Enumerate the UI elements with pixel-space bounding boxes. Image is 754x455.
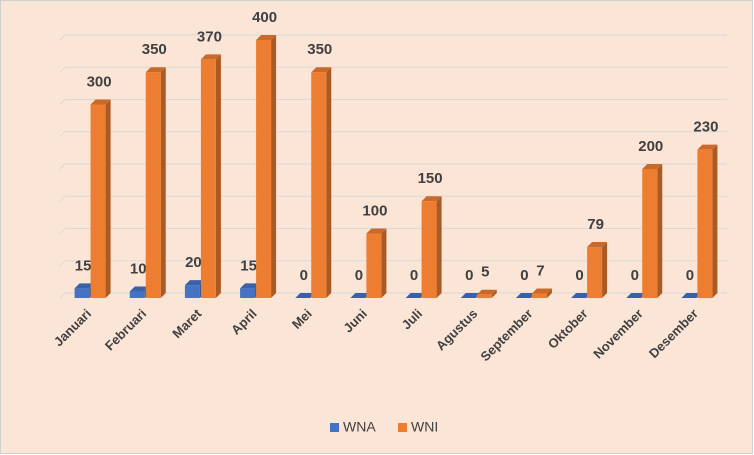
- data-label: 0: [686, 267, 694, 284]
- grid-depth: [59, 34, 66, 41]
- legend-label: WNI: [411, 419, 438, 435]
- grid-depth: [59, 292, 66, 299]
- bar-side: [657, 164, 663, 298]
- bar-top: [184, 280, 205, 286]
- bar-top: [311, 67, 332, 73]
- bar: [476, 294, 492, 298]
- bar-top: [405, 293, 426, 298]
- bar-top: [256, 35, 277, 40]
- bar-side: [712, 144, 718, 298]
- bar-side: [271, 35, 277, 298]
- bar-side: [436, 196, 442, 298]
- bar-top: [460, 293, 481, 298]
- grid-depth: [59, 228, 66, 234]
- bar-side: [105, 99, 111, 298]
- bar-top: [350, 293, 371, 298]
- bar: [642, 169, 658, 298]
- grid-depth: [59, 195, 66, 202]
- bar: [421, 201, 437, 298]
- bar-side: [491, 289, 497, 298]
- data-label: 300: [87, 73, 112, 90]
- grid-depth: [59, 99, 66, 105]
- bar: [240, 288, 256, 298]
- legend-label: WNA: [343, 419, 376, 435]
- bar: [129, 291, 145, 298]
- bar: [200, 59, 216, 298]
- data-label: 230: [693, 119, 718, 136]
- bar: [531, 293, 547, 298]
- bar: [90, 104, 106, 298]
- data-label: 0: [631, 267, 639, 284]
- bar-top: [421, 196, 442, 202]
- bar: [311, 72, 327, 298]
- bar-top: [295, 293, 316, 298]
- data-label: 20: [185, 254, 202, 271]
- grid-depth: [59, 131, 66, 138]
- bar-top: [200, 54, 221, 60]
- bar-top: [90, 99, 111, 105]
- grid-depth: [59, 66, 66, 73]
- legend-swatch: [398, 423, 407, 432]
- data-label: 200: [638, 138, 663, 155]
- data-label: 400: [252, 9, 277, 26]
- data-label: 0: [410, 267, 418, 284]
- bar-side: [215, 54, 221, 298]
- data-label: 370: [197, 28, 222, 45]
- bar-side: [381, 228, 387, 298]
- data-label: 15: [240, 257, 257, 274]
- data-label: 0: [520, 267, 528, 284]
- bar-top: [697, 144, 718, 150]
- bar: [145, 72, 161, 298]
- bar-top: [587, 242, 608, 248]
- bar-top: [681, 293, 702, 298]
- data-label: 7: [536, 262, 544, 279]
- bar-top: [129, 286, 150, 292]
- bar-top: [642, 164, 663, 169]
- data-label: 10: [130, 261, 147, 278]
- data-label: 150: [418, 170, 443, 187]
- bar-top: [145, 67, 166, 73]
- data-label: 0: [575, 267, 583, 284]
- bar-top: [626, 293, 647, 298]
- bar-top: [571, 293, 592, 298]
- legend-swatch: [330, 423, 339, 432]
- data-label: 100: [362, 202, 387, 219]
- data-label: 350: [307, 41, 332, 58]
- grid-depth: [59, 163, 66, 170]
- data-label: 79: [587, 216, 604, 233]
- data-label: 0: [465, 267, 473, 284]
- bar-top: [515, 293, 536, 298]
- bar-side: [602, 242, 608, 298]
- data-label: 350: [142, 41, 167, 58]
- bar-side: [546, 288, 552, 298]
- bar-top: [366, 228, 387, 234]
- bar: [697, 149, 713, 298]
- bar: [184, 285, 200, 298]
- bar: [587, 247, 603, 298]
- bar: [74, 288, 90, 298]
- bar-side: [326, 67, 332, 298]
- bar-side: [160, 67, 166, 298]
- data-label: 15: [75, 257, 92, 274]
- data-label: 0: [300, 267, 308, 284]
- bar-top: [240, 283, 261, 289]
- data-label: 5: [481, 264, 489, 281]
- bar-top: [476, 289, 497, 295]
- bar: [366, 233, 382, 298]
- grid-depth: [59, 260, 66, 267]
- bar-top: [531, 288, 552, 294]
- bar: [256, 40, 272, 298]
- bar-top: [74, 283, 95, 289]
- data-label: 0: [355, 267, 363, 284]
